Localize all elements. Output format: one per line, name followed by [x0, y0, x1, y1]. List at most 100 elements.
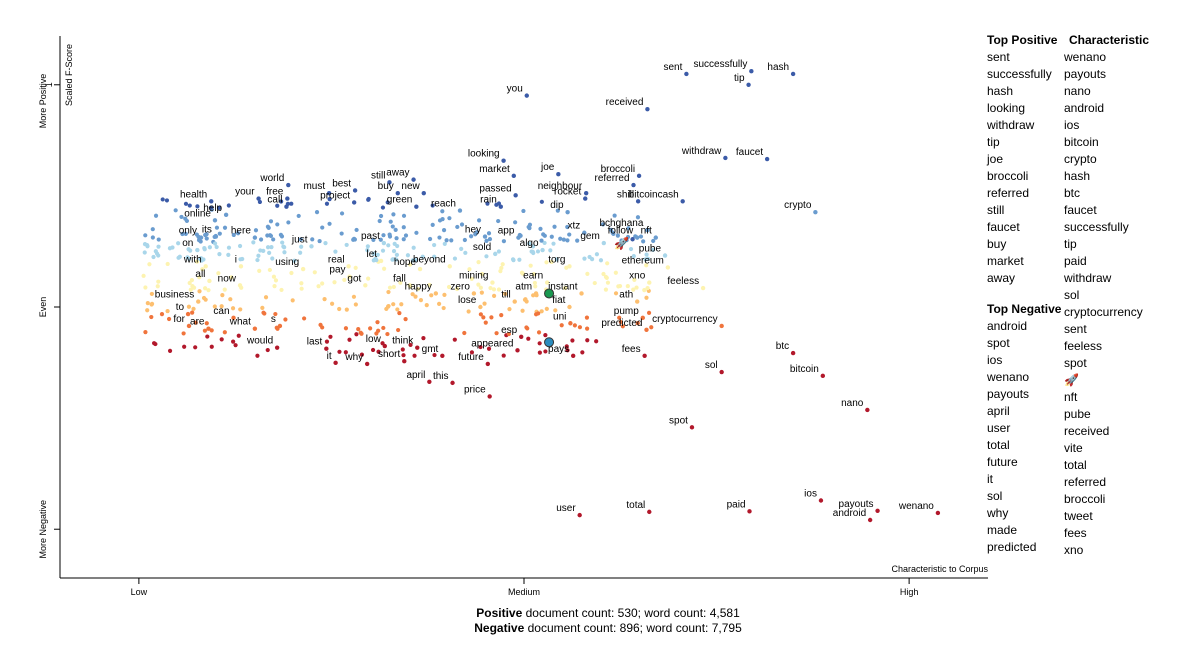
label-spot: spot: [669, 415, 688, 426]
characteristic-title: Characteristic: [1069, 33, 1150, 47]
characteristic-term: total: [1064, 458, 1087, 472]
background-point: [476, 260, 481, 265]
label-last: last: [307, 337, 323, 348]
label-till: till: [501, 290, 510, 301]
characteristic-term: cryptocurrency: [1064, 305, 1143, 319]
background-point: [469, 234, 474, 239]
point-s: [277, 323, 283, 329]
background-point: [197, 289, 202, 294]
point-received: [645, 106, 650, 112]
background-point: [554, 257, 559, 262]
point-ath: [635, 299, 640, 304]
point-short: [402, 359, 407, 364]
background-point: [153, 213, 159, 218]
point-faucet: [764, 156, 770, 162]
label-xtz: xtz: [568, 221, 581, 232]
background-point: [559, 323, 564, 328]
point-you: [524, 93, 529, 98]
background-point: [270, 256, 275, 261]
background-point: [442, 241, 447, 246]
point-fall: [407, 283, 413, 288]
point-crypto: [813, 209, 818, 215]
point-using: [300, 266, 306, 272]
background-point: [343, 326, 349, 331]
characteristic-term: btc: [1064, 186, 1081, 200]
background-point: [539, 199, 544, 204]
point-got: [363, 283, 368, 288]
background-point: [316, 284, 321, 289]
label-fees: fees: [622, 344, 641, 355]
label-april: april: [406, 370, 425, 381]
point-on: [195, 247, 200, 253]
background-point: [594, 339, 599, 344]
background-point: [257, 199, 263, 205]
label-gmt: gmt: [422, 344, 439, 355]
label-user: user: [556, 503, 576, 514]
background-point: [260, 305, 265, 311]
background-point: [462, 237, 467, 243]
background-point: [543, 332, 548, 338]
background-point: [520, 308, 525, 313]
top-positive-term: faucet: [987, 220, 1020, 234]
label-hope: hope: [394, 257, 417, 268]
label-referred: referred: [594, 173, 629, 184]
background-point: [237, 243, 243, 249]
background-point: [302, 316, 307, 321]
background-point: [289, 270, 294, 276]
background-point: [601, 271, 606, 277]
label-android: android: [833, 508, 866, 519]
label-online: online: [184, 208, 211, 219]
background-point: [217, 231, 222, 236]
background-point: [275, 222, 280, 227]
point-nano: [865, 407, 870, 413]
point-feeless: [700, 285, 706, 291]
label-shill: shill: [617, 189, 634, 200]
background-point: [572, 323, 577, 328]
background-point: [624, 238, 629, 243]
characteristic-term: xno: [1064, 543, 1084, 557]
background-point: [447, 216, 452, 221]
background-point: [523, 297, 528, 302]
top-negative-term: total: [987, 438, 1010, 452]
point-atm: [533, 291, 539, 296]
rocket-icon: 🚀: [614, 236, 629, 250]
background-point: [476, 218, 482, 223]
background-point: [549, 259, 554, 264]
background-point: [149, 302, 154, 307]
background-point: [521, 208, 526, 214]
background-point: [342, 277, 347, 283]
point-future: [485, 361, 491, 367]
background-point: [399, 302, 404, 307]
top-negative-term: ios: [987, 353, 1003, 367]
point-hey: [482, 234, 488, 239]
label-uni: uni: [553, 311, 566, 322]
label-pube: pube: [639, 244, 662, 255]
label-nano: nano: [841, 398, 864, 409]
top-negative-list: Top Negative android spot ios wenano payouts…: [987, 301, 1061, 556]
label-think: think: [392, 336, 414, 347]
background-point: [390, 257, 396, 262]
label-payouts: payouts: [839, 499, 874, 510]
background-point: [327, 197, 332, 202]
background-point: [151, 254, 156, 260]
y-axis-title: Scaled F-Score: [64, 44, 74, 106]
background-point: [604, 275, 609, 280]
top-negative-term: user: [987, 421, 1011, 435]
background-point: [641, 239, 646, 244]
label-price: price: [464, 384, 486, 395]
background-point: [328, 334, 333, 339]
background-point: [268, 233, 274, 239]
background-point: [488, 285, 493, 291]
point-help: [223, 212, 229, 218]
background-point: [413, 294, 418, 299]
background-point: [552, 224, 557, 229]
background-point: [292, 258, 297, 263]
label-world: world: [259, 173, 284, 184]
background-point: [187, 203, 192, 208]
positive-count-text: document count: 530; word count: 4,581: [522, 606, 740, 620]
background-point: [376, 349, 381, 354]
background-point: [267, 250, 272, 255]
background-point: [444, 238, 449, 243]
top-positive-term: referred: [987, 186, 1030, 200]
background-point: [466, 309, 471, 314]
